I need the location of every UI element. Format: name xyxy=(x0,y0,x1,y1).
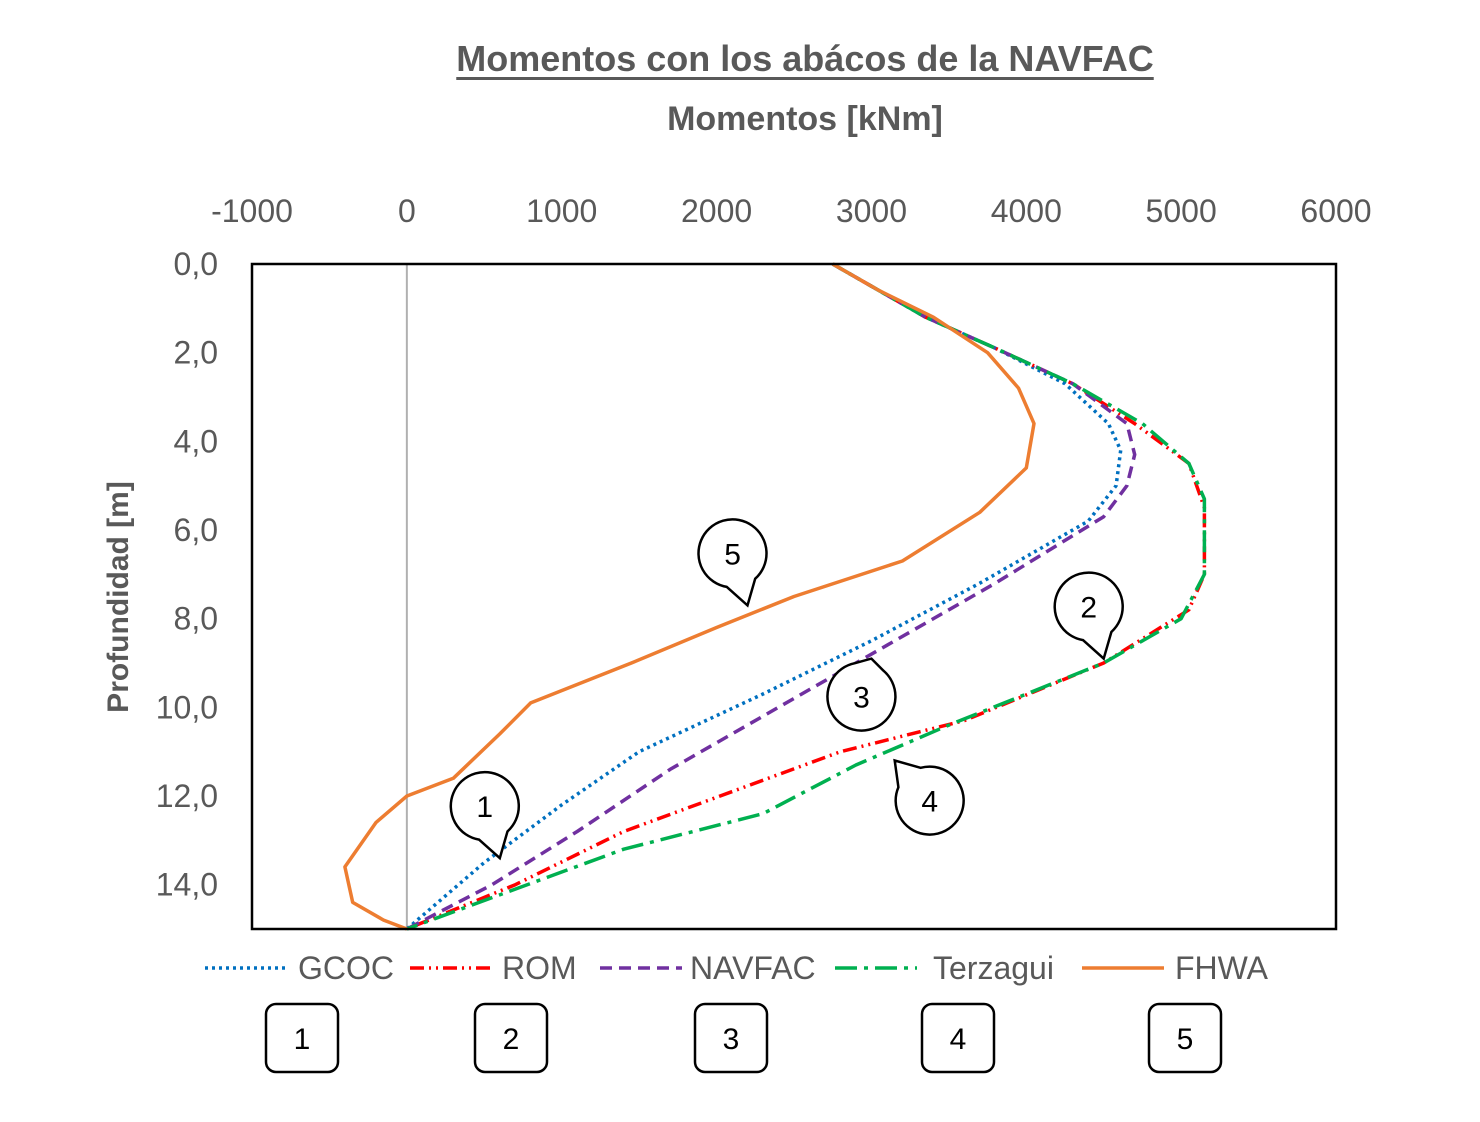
legend-label-fhwa: FHWA xyxy=(1175,950,1269,986)
number-boxes: 1 2 3 4 5 xyxy=(264,1002,1223,1074)
number-box-3: 3 xyxy=(693,1002,769,1074)
y-tick-label-14-0: 14,0 xyxy=(156,867,218,903)
series-line-navfac xyxy=(406,262,1137,931)
number-box-label-5: 5 xyxy=(1177,1023,1194,1056)
x-tick-label-4000: 4000 xyxy=(991,193,1062,229)
number-box-frame-5 xyxy=(1147,1002,1223,1074)
y-axis-label: Profundidad [m] xyxy=(102,481,135,713)
callout-5: 5 xyxy=(697,518,768,608)
callout-label-2: 2 xyxy=(1080,592,1097,625)
y-tick-label-0-0: 0,0 xyxy=(174,246,218,282)
number-box-frame-3 xyxy=(693,1002,769,1074)
callout-label-4: 4 xyxy=(921,786,938,819)
x-tick-label-5000: 5000 xyxy=(1146,193,1217,229)
series-layer xyxy=(343,262,1207,931)
callout-shape-1 xyxy=(449,770,521,861)
number-box-label-1: 1 xyxy=(294,1023,311,1056)
callout-shape-4 xyxy=(893,758,965,836)
legend-item-gcoc: GCOC xyxy=(205,950,394,986)
x-tick-label--1000: -1000 xyxy=(211,193,293,229)
chart-title: Momentos con los abácos de la NAVFAC xyxy=(0,38,1480,80)
y-tick-label-6-0: 6,0 xyxy=(174,512,218,548)
number-box-label-3: 3 xyxy=(723,1023,740,1056)
callout-shape-2 xyxy=(1053,571,1124,661)
series-line-fhwa xyxy=(343,262,1036,931)
callout-3: 3 xyxy=(826,657,897,732)
number-box-frame-2 xyxy=(473,1002,549,1074)
number-box-frame-1 xyxy=(264,1002,340,1074)
callout-4: 4 xyxy=(893,758,965,836)
plot-area-frame xyxy=(250,262,1338,931)
y-tick-labels: 0,0 2,0 4,0 6,0 8,0 10,0 12,0 14,0 xyxy=(156,246,218,903)
x-tick-label-3000: 3000 xyxy=(836,193,907,229)
legend-item-navfac: NAVFAC xyxy=(600,950,816,986)
number-box-4: 4 xyxy=(920,1002,996,1074)
legend-item-rom: ROM xyxy=(410,950,577,986)
callouts: 1 2 3 4 5 xyxy=(449,518,1124,861)
number-box-label-4: 4 xyxy=(950,1023,967,1056)
series-line-terzagui xyxy=(406,262,1207,931)
callout-label-1: 1 xyxy=(476,791,493,824)
legend-item-terzagui: Terzagui xyxy=(835,950,1054,986)
number-box-label-2: 2 xyxy=(503,1023,520,1056)
callout-shape-3 xyxy=(826,657,897,732)
callout-1: 1 xyxy=(449,770,521,861)
legend-label-gcoc: GCOC xyxy=(298,950,394,986)
callout-shape-5 xyxy=(697,518,768,608)
legend-item-fhwa: FHWA xyxy=(1082,950,1269,986)
y-tick-label-4-0: 4,0 xyxy=(174,423,218,459)
number-box-frame-4 xyxy=(920,1002,996,1074)
legend: GCOC ROM NAVFAC Terzagui FHWA xyxy=(205,950,1269,986)
callout-label-3: 3 xyxy=(853,682,870,715)
number-box-5: 5 xyxy=(1147,1002,1223,1074)
legend-label-rom: ROM xyxy=(502,950,577,986)
series-line-gcoc xyxy=(405,262,1123,931)
callout-label-5: 5 xyxy=(724,538,741,571)
x-tick-label-2000: 2000 xyxy=(681,193,752,229)
chart-title-text: Momentos con los abácos de la NAVFAC xyxy=(456,38,1154,79)
legend-label-terzagui: Terzagui xyxy=(933,950,1054,986)
y-tick-label-8-0: 8,0 xyxy=(174,601,218,637)
number-box-2: 2 xyxy=(473,1002,549,1074)
x-tick-label-1000: 1000 xyxy=(526,193,597,229)
y-tick-label-2-0: 2,0 xyxy=(174,335,218,371)
x-tick-label-6000: 6000 xyxy=(1300,193,1371,229)
x-tick-labels: -1000 0 1000 2000 3000 4000 5000 6000 xyxy=(211,193,1372,229)
y-tick-label-10-0: 10,0 xyxy=(156,689,218,725)
callout-2: 2 xyxy=(1053,571,1124,661)
x-tick-label-0: 0 xyxy=(398,193,416,229)
x-axis-label: Momentos [kNm] xyxy=(667,100,943,138)
y-tick-label-12-0: 12,0 xyxy=(156,778,218,814)
number-box-1: 1 xyxy=(264,1002,340,1074)
legend-label-navfac: NAVFAC xyxy=(690,950,816,986)
